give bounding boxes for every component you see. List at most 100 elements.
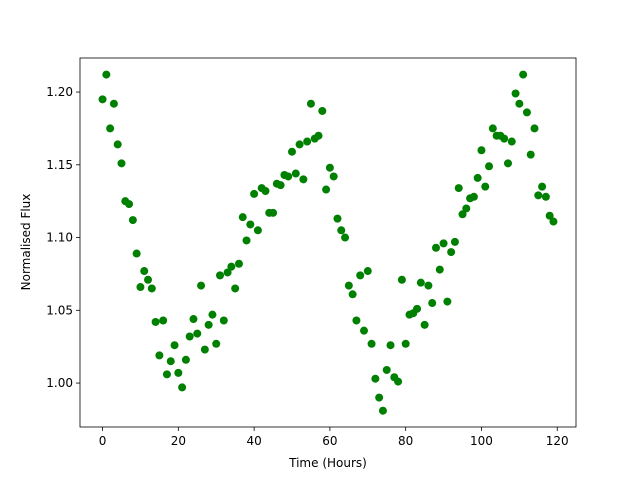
point <box>234 259 243 268</box>
point <box>117 159 126 168</box>
point <box>416 278 425 287</box>
point <box>443 297 452 306</box>
point <box>322 185 331 194</box>
point <box>428 299 437 308</box>
point <box>329 172 338 181</box>
point <box>488 124 497 133</box>
x-tick-label: 20 <box>171 434 186 448</box>
point <box>541 192 550 201</box>
point <box>162 370 171 379</box>
x-tick-label: 60 <box>322 434 337 448</box>
x-tick-label: 100 <box>470 434 493 448</box>
point <box>337 226 346 235</box>
point <box>147 284 156 293</box>
point <box>469 192 478 201</box>
point <box>303 137 312 146</box>
point <box>333 214 342 223</box>
point <box>185 332 194 341</box>
point <box>166 357 175 366</box>
point <box>534 191 543 200</box>
x-axis-label: Time (Hours) <box>288 456 367 470</box>
point <box>318 106 327 115</box>
point <box>98 95 107 104</box>
point <box>178 383 187 392</box>
point <box>526 150 535 159</box>
point <box>447 248 456 257</box>
point <box>227 262 236 271</box>
point <box>128 216 137 225</box>
point <box>367 339 376 348</box>
point <box>299 175 308 184</box>
point <box>378 406 387 415</box>
point <box>174 368 183 377</box>
point <box>424 281 433 290</box>
point <box>140 267 149 276</box>
point <box>522 108 531 117</box>
point <box>197 281 206 290</box>
point <box>223 268 232 277</box>
point <box>538 182 547 191</box>
plot-frame <box>79 57 577 428</box>
point <box>458 210 467 219</box>
point <box>356 271 365 280</box>
point <box>231 284 240 293</box>
point <box>276 181 285 190</box>
point <box>348 290 357 299</box>
point <box>250 189 259 198</box>
point <box>462 204 471 213</box>
point <box>102 70 111 79</box>
point <box>359 326 368 335</box>
point <box>125 200 134 209</box>
point <box>159 316 168 325</box>
point <box>269 208 278 217</box>
point <box>216 271 225 280</box>
point <box>401 339 410 348</box>
point <box>155 351 164 360</box>
point <box>386 341 395 350</box>
point <box>151 317 160 326</box>
point <box>439 239 448 248</box>
point <box>394 377 403 386</box>
x-tick-label: 120 <box>546 434 569 448</box>
y-tick-label: 1.15 <box>46 158 73 172</box>
point <box>545 211 554 220</box>
point <box>344 281 353 290</box>
point <box>503 159 512 168</box>
point <box>170 341 179 350</box>
point <box>181 355 190 364</box>
point <box>454 184 463 193</box>
x-tick-label: 0 <box>99 434 107 448</box>
point <box>212 339 221 348</box>
y-axis-label: Normalised Flux <box>19 194 33 291</box>
point <box>204 320 213 329</box>
point <box>109 99 118 108</box>
point <box>413 304 422 313</box>
y-tick-label: 1.00 <box>46 376 73 390</box>
x-tick-label: 40 <box>246 434 261 448</box>
point <box>113 140 122 149</box>
point <box>477 146 486 155</box>
point <box>363 267 372 276</box>
point <box>450 237 459 246</box>
point <box>284 172 293 181</box>
point <box>397 275 406 284</box>
y-tick-label: 1.10 <box>46 231 73 245</box>
point <box>519 70 528 79</box>
point <box>507 137 516 146</box>
point <box>144 275 153 284</box>
point <box>136 283 145 292</box>
point <box>473 173 482 182</box>
point <box>341 233 350 242</box>
point <box>306 99 315 108</box>
point <box>132 249 141 258</box>
point <box>485 162 494 171</box>
point <box>288 147 297 156</box>
point <box>246 220 255 229</box>
point <box>515 99 524 108</box>
point <box>193 329 202 338</box>
y-tick-label: 1.20 <box>46 85 73 99</box>
point <box>375 393 384 402</box>
point <box>431 243 440 252</box>
point <box>435 265 444 274</box>
